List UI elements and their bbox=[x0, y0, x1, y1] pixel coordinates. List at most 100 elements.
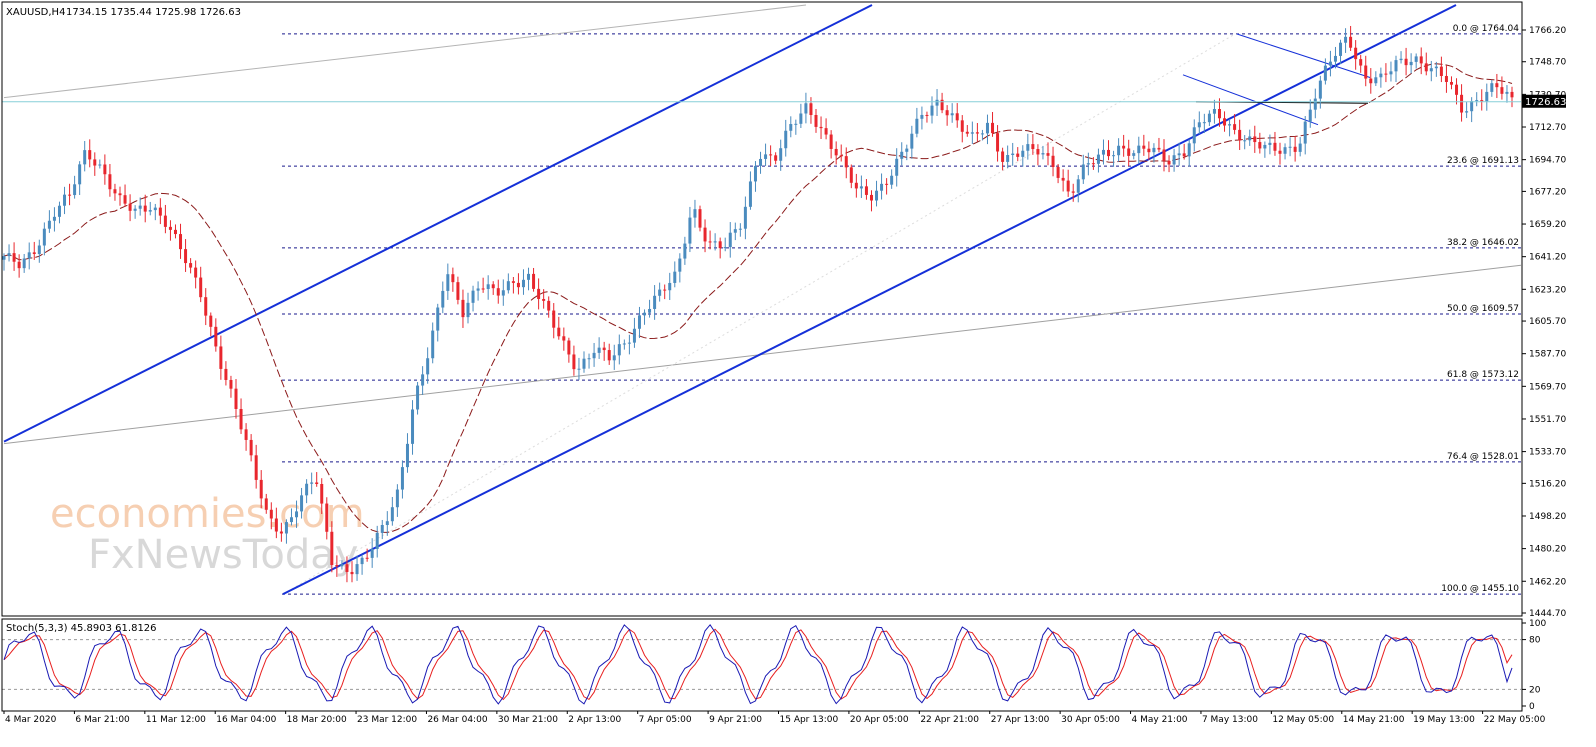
candle-body bbox=[1354, 47, 1358, 60]
candle bbox=[12, 242, 16, 271]
candle bbox=[819, 116, 823, 139]
candle bbox=[133, 205, 137, 219]
candle-body bbox=[234, 388, 238, 409]
candle bbox=[602, 341, 606, 361]
candle bbox=[562, 327, 566, 351]
candle-body bbox=[148, 210, 152, 212]
candle bbox=[1414, 53, 1418, 69]
candle-body bbox=[1308, 109, 1312, 122]
stochastic-pane: 100 80 20 0 bbox=[2, 619, 1546, 712]
candle bbox=[627, 334, 631, 355]
candle bbox=[839, 144, 843, 162]
candle-body bbox=[1233, 124, 1237, 130]
candle bbox=[748, 171, 752, 210]
candle bbox=[728, 222, 732, 258]
candle bbox=[315, 472, 319, 487]
candle-body bbox=[47, 220, 51, 229]
candle-body bbox=[390, 507, 394, 522]
candle-body bbox=[607, 350, 611, 361]
candle-body bbox=[133, 208, 137, 211]
candle-body bbox=[143, 205, 147, 212]
candle bbox=[380, 519, 384, 540]
candle-body bbox=[426, 358, 430, 375]
candle bbox=[184, 239, 188, 272]
candle-body bbox=[733, 229, 737, 233]
candle-body bbox=[895, 158, 899, 176]
candle-body bbox=[738, 228, 742, 230]
candle bbox=[945, 105, 949, 126]
watermark-line1: economies.com bbox=[50, 491, 365, 537]
trend-lines bbox=[3, 4, 1522, 596]
candle-body bbox=[1152, 147, 1156, 153]
candle-body bbox=[1177, 153, 1181, 156]
candle bbox=[597, 337, 601, 359]
candle-body bbox=[1349, 36, 1353, 48]
candle-body bbox=[557, 327, 561, 337]
x-tick-label: 23 Mar 12:00 bbox=[357, 715, 417, 725]
candle-body bbox=[970, 132, 974, 134]
wedge-lower-line bbox=[1182, 74, 1319, 126]
candle-body bbox=[249, 439, 253, 456]
candle bbox=[1384, 63, 1388, 83]
candle bbox=[789, 116, 793, 138]
candle-body bbox=[1132, 153, 1136, 156]
y-tick-label: 1587.70 bbox=[1529, 350, 1566, 360]
candle bbox=[1157, 137, 1161, 153]
candle bbox=[471, 285, 475, 312]
candle-body bbox=[1394, 60, 1398, 72]
candle-body bbox=[955, 113, 959, 121]
candle bbox=[1439, 56, 1443, 83]
candlesticks bbox=[2, 25, 1514, 583]
candle bbox=[804, 92, 808, 124]
candle-body bbox=[405, 443, 409, 468]
candle bbox=[1112, 150, 1116, 167]
candle-body bbox=[743, 206, 747, 229]
candle-body bbox=[385, 521, 389, 526]
candle-body bbox=[1243, 140, 1247, 142]
candle-body bbox=[244, 429, 248, 440]
candle-body bbox=[718, 241, 722, 249]
candle bbox=[224, 361, 228, 386]
candle-body bbox=[521, 279, 525, 288]
candle bbox=[516, 273, 520, 295]
candle-body bbox=[653, 295, 657, 309]
x-tick-label: 2 Apr 13:00 bbox=[568, 715, 621, 725]
candle bbox=[1071, 183, 1075, 202]
candle-body bbox=[224, 368, 228, 380]
candle-body bbox=[577, 368, 581, 370]
y-tick-label: 1444.70 bbox=[1529, 609, 1566, 619]
candle bbox=[864, 179, 868, 200]
candle bbox=[542, 289, 546, 309]
candle bbox=[1303, 115, 1307, 155]
indicator-pane-frame bbox=[1, 618, 1523, 712]
candle-body bbox=[637, 315, 641, 329]
candle-body bbox=[1238, 129, 1242, 141]
candle bbox=[859, 175, 863, 198]
candle bbox=[1298, 137, 1302, 157]
candle-body bbox=[1192, 127, 1196, 144]
symbol-label: XAUUSD,H4 bbox=[6, 7, 65, 18]
candle bbox=[163, 204, 167, 234]
x-tick-label: 6 Mar 21:00 bbox=[75, 715, 130, 725]
candle-body bbox=[27, 252, 31, 259]
candle bbox=[1318, 75, 1322, 109]
candle bbox=[1328, 50, 1332, 77]
candle-body bbox=[17, 261, 21, 269]
candle-body bbox=[1419, 56, 1423, 64]
candle bbox=[1046, 142, 1050, 166]
candle bbox=[1323, 58, 1327, 85]
candle-body bbox=[1217, 109, 1221, 119]
candle bbox=[587, 353, 591, 369]
candle-body bbox=[1480, 100, 1484, 102]
candle bbox=[1001, 147, 1005, 171]
candle bbox=[880, 173, 884, 200]
candle bbox=[1076, 175, 1080, 203]
candle bbox=[88, 139, 92, 168]
candle-body bbox=[1187, 143, 1191, 157]
candle bbox=[829, 130, 833, 159]
candle-body bbox=[1313, 98, 1317, 110]
candle bbox=[1444, 65, 1448, 93]
candle-body bbox=[411, 409, 415, 444]
